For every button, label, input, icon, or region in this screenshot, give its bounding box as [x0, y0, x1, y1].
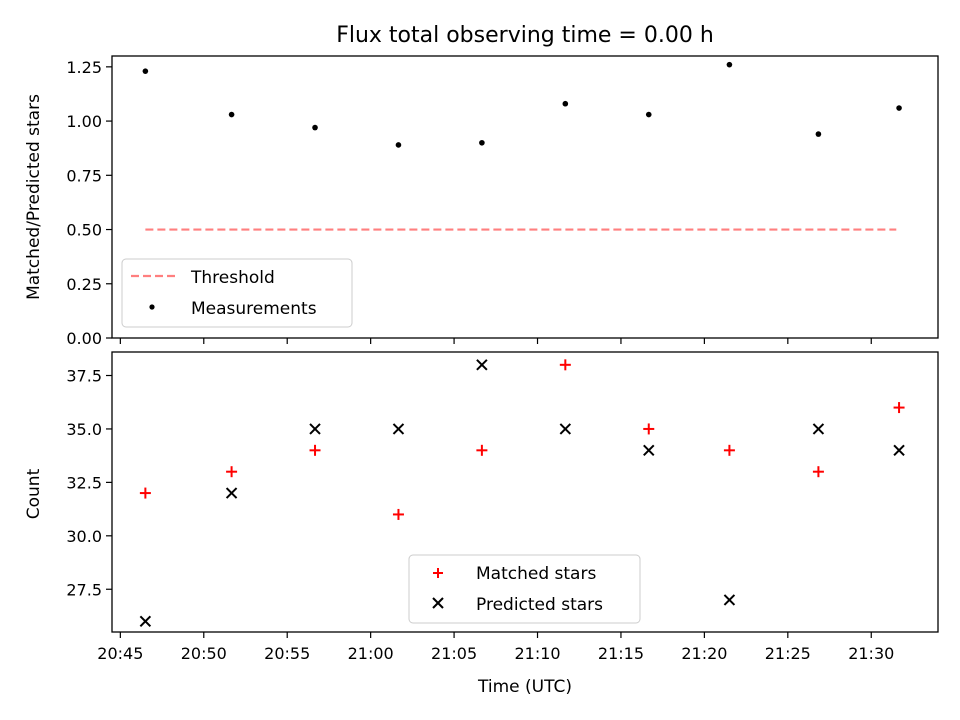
predicted-stars-point-b [643, 444, 655, 457]
predicted-stars-point-b [812, 423, 825, 435]
predicted-stars-point [139, 615, 152, 628]
measurement-point [312, 124, 318, 131]
ratio-marks [142, 61, 902, 231]
legend-measurements-label: Measurements [191, 299, 317, 319]
y-tick-label: 30.0 [66, 527, 102, 546]
x-tick-label: 21:00 [348, 644, 394, 663]
predicted-stars-point [559, 423, 572, 435]
predicted-stars-point [643, 444, 655, 457]
matched-stars-point [812, 466, 824, 478]
measurement-point [228, 111, 235, 118]
x-tick-label: 21:05 [431, 644, 477, 663]
count-y-ticks: 27.5 30.0 32.5 35.0 37.5 [66, 367, 112, 599]
predicted-stars-point [392, 423, 405, 435]
count-legend-box [408, 554, 641, 624]
matched-stars-point [392, 508, 404, 520]
x-tick-label: 20:45 [97, 644, 143, 663]
measurement-point [562, 100, 569, 107]
matched-stars-point [893, 402, 905, 414]
legend-measurements-swatch [149, 304, 155, 310]
predicted-stars-point [476, 359, 488, 371]
y-tick-label: 0.75 [66, 166, 102, 185]
measurement-point [896, 105, 902, 111]
ratio-legend: Threshold Measurements [121, 258, 353, 328]
ratio-x-ticks [119, 338, 872, 344]
measurement-point [479, 139, 485, 146]
x-tick-label: 20:55 [264, 644, 310, 663]
x-axis-label: Time (UTC) [477, 677, 572, 697]
measurement-point [815, 131, 822, 137]
ratio-panel: 0.00 0.25 0.50 0.75 1.00 1.25 Matched/Predict… [24, 55, 939, 348]
predicted-stars-point-b [476, 359, 488, 371]
x-tick-label: 20:50 [181, 644, 227, 663]
measurement-point [645, 111, 652, 118]
y-tick-label: 1.00 [66, 112, 102, 131]
x-tick-label: 21:15 [598, 644, 644, 663]
matched-stars-point [723, 444, 735, 456]
count-legend: Matched stars Predicted stars [408, 554, 641, 624]
measurement-point [726, 61, 733, 68]
x-tick-label: 21:10 [514, 644, 560, 663]
predicted-stars-point [225, 487, 238, 499]
y-tick-label: 27.5 [66, 580, 102, 599]
x-tick-label: 21:30 [848, 644, 894, 663]
predicted-stars-point-b [392, 423, 405, 435]
count-y-axis-label: Count [24, 468, 44, 519]
x-tick-label: 21:25 [765, 644, 811, 663]
measurement-point [142, 68, 149, 74]
count-panel: 27.5 30.0 32.5 35.0 37.5 20:45 20:50 20:55 21:0… [24, 351, 939, 663]
matched-stars-point [309, 444, 321, 456]
predicted-stars-point-b [139, 615, 152, 628]
ratio-plot-area [111, 55, 939, 339]
predicted-stars-point-b [309, 423, 321, 435]
predicted-stars-point-b [893, 444, 905, 457]
legend-matched-swatch [433, 568, 443, 578]
count-x-ticks: 20:45 20:50 20:55 21:00 21:05 21:10 21:15 21:20… [97, 632, 894, 663]
predicted-stars-point [812, 423, 825, 435]
predicted-stars-point [893, 444, 905, 457]
ratio-y-ticks: 0.00 0.25 0.50 0.75 1.00 1.25 [66, 58, 112, 348]
legend-matched-label: Matched stars [476, 564, 596, 584]
measurement-point [395, 142, 402, 148]
legend-predicted-label: Predicted stars [476, 595, 603, 615]
matched-stars-point [559, 359, 571, 371]
predicted-stars-point-b [723, 594, 736, 606]
count-plot-area [111, 351, 939, 633]
y-tick-label: 32.5 [66, 473, 102, 492]
y-tick-label: 0.50 [66, 221, 102, 240]
figure-title: Flux total observing time = 0.00 h [336, 23, 714, 48]
ratio-legend-box [121, 258, 353, 328]
matched-stars-point [643, 423, 655, 435]
y-tick-label: 0.25 [66, 275, 102, 294]
matched-stars-point [226, 466, 238, 478]
y-tick-label: 35.0 [66, 420, 102, 439]
predicted-stars-point-b [225, 487, 238, 499]
matched-stars-point [476, 444, 488, 456]
legend-threshold-label: Threshold [190, 268, 275, 288]
y-tick-label: 1.25 [66, 58, 102, 77]
predicted-stars-point [723, 594, 736, 606]
y-tick-label: 0.00 [66, 329, 102, 348]
legend-predicted-swatch [432, 597, 444, 609]
x-tick-label: 21:20 [681, 644, 727, 663]
count-marks [139, 359, 905, 628]
y-tick-label: 37.5 [66, 367, 102, 386]
predicted-stars-point [309, 423, 321, 435]
predicted-stars-point-b [559, 423, 572, 435]
matched-stars-point [139, 487, 151, 499]
ratio-y-axis-label: Matched/Predicted stars [24, 94, 44, 300]
